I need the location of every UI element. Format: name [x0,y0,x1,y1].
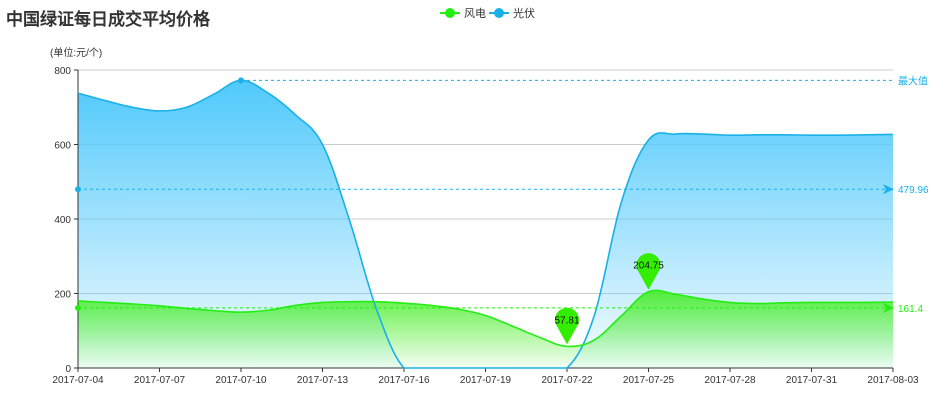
average-arrow-wind [883,302,894,313]
average-label-wind: 161.4 [898,304,923,315]
y-axis-label: (单位:元/个) [50,46,102,59]
line-wind [77,289,894,348]
x-tick-label: 2017-07-16 [378,375,430,386]
average-label-solar: 479.96 [898,185,929,196]
legend-marker-wind [445,8,455,18]
x-tick-label: 2017-07-31 [786,375,838,386]
y-tick-label: 800 [54,66,71,77]
pin-label-wind-min: 57.81 [554,315,579,326]
y-tick-label: 400 [54,215,71,226]
legend-item-solar[interactable]: 光伏 [489,6,535,20]
average-arrow-solar [883,184,894,195]
x-tick-label: 2017-07-25 [623,375,675,386]
area-fills [78,80,893,368]
legend-marker-solar [494,8,504,18]
average-start-dot-wind [75,304,81,311]
pin-wind-max [636,253,661,290]
y-tick-label: 200 [54,290,71,301]
y-tick-label: 0 [65,364,71,375]
legend-item-wind[interactable]: 风电 [440,7,486,20]
x-tick-label: 2017-07-10 [215,375,267,386]
max-label-solar: 最大值 [898,74,928,87]
x-tick-label: 2017-07-07 [134,375,186,386]
x-tick-label: 2017-07-19 [460,375,512,386]
markers: 161.4 479.96 最大值 57.81 204.75 [75,74,929,345]
chart-title: 中国绿证每日成交平均价格 [6,10,210,29]
x-tick-label: 2017-08-03 [867,375,919,386]
max-dot-solar [238,77,244,84]
area-wind [78,290,893,368]
average-start-dot-solar [75,186,81,193]
legend-label-solar: 光伏 [513,6,535,20]
line-solar [77,79,894,369]
pin-wind-min [555,307,579,345]
legend[interactable]: 风电 光伏 [440,6,535,20]
legend-label-wind: 风电 [464,7,486,20]
x-tick-label: 2017-07-28 [704,375,756,386]
pin-label-wind-max: 204.75 [633,261,664,272]
x-tick-label: 2017-07-13 [297,375,349,386]
series-lines [77,79,894,369]
y-tick-label: 600 [54,141,71,152]
x-tick-label: 2017-07-22 [541,375,593,386]
x-tick-label: 2017-07-04 [52,375,104,386]
